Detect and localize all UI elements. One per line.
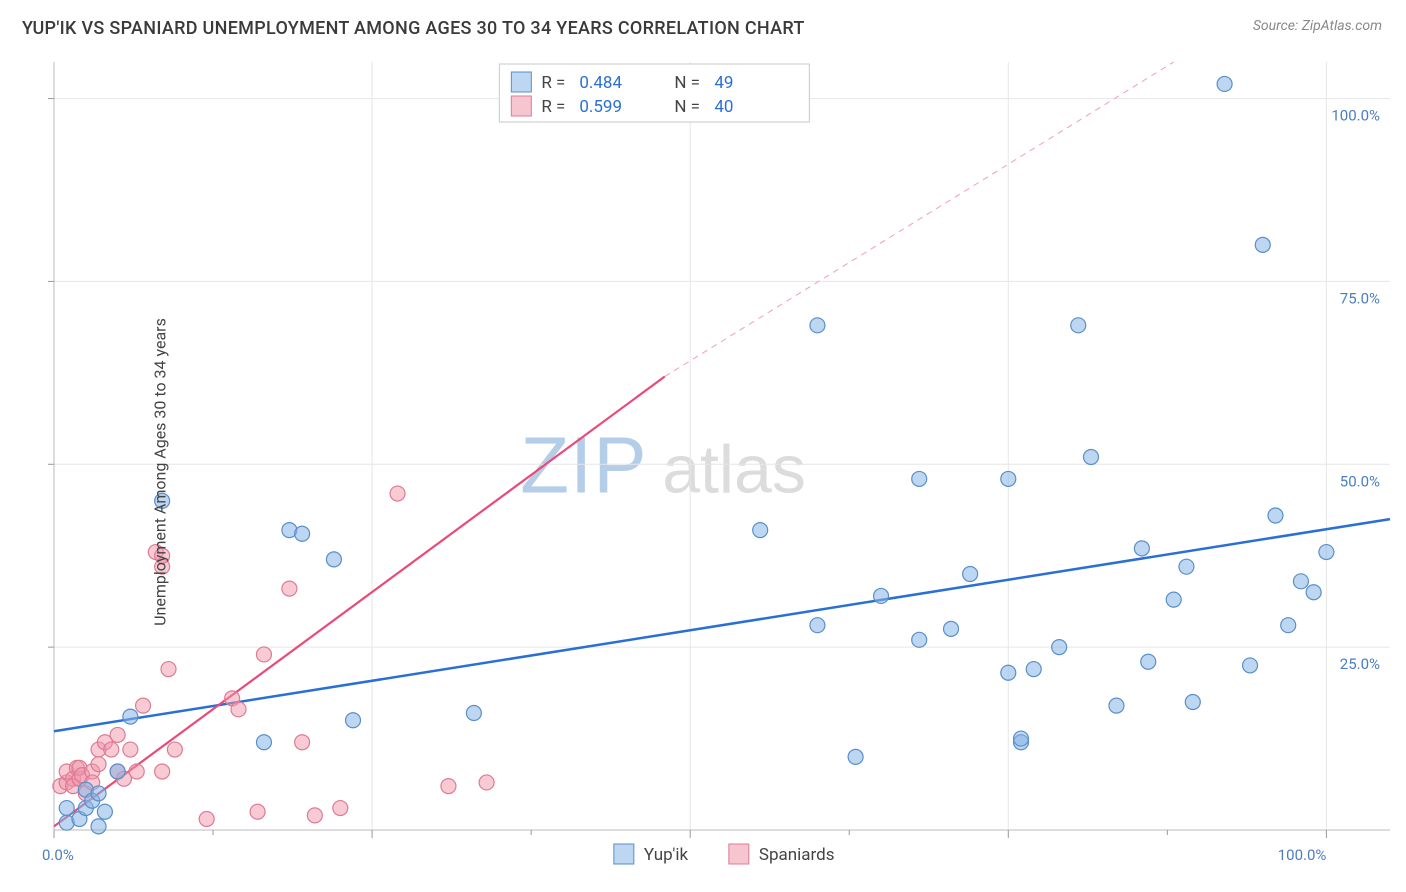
data-point-yupik bbox=[256, 735, 271, 750]
data-point-yupik bbox=[1014, 731, 1029, 746]
data-point-yupik bbox=[110, 764, 125, 779]
x-tick-label: 0.0% bbox=[42, 846, 74, 864]
data-point-spaniards bbox=[441, 779, 456, 794]
data-point-yupik bbox=[1268, 508, 1283, 523]
y-tick-label: 25.0% bbox=[1340, 655, 1380, 673]
data-point-yupik bbox=[1185, 695, 1200, 710]
data-point-spaniards bbox=[390, 486, 405, 501]
bottom-swatch-yupik bbox=[614, 844, 634, 864]
data-point-yupik bbox=[1109, 698, 1124, 713]
legend-n-label-yupik: N = bbox=[674, 73, 700, 93]
y-tick-label: 50.0% bbox=[1340, 472, 1380, 490]
data-point-spaniards bbox=[123, 742, 138, 757]
data-point-yupik bbox=[346, 713, 361, 728]
data-point-yupik bbox=[810, 318, 825, 333]
data-point-yupik bbox=[59, 801, 74, 816]
legend-r-value-spaniards: 0.599 bbox=[579, 97, 622, 117]
bottom-label-yupik: Yup'ik bbox=[644, 845, 689, 865]
data-point-yupik bbox=[1083, 449, 1098, 464]
data-point-spaniards bbox=[282, 581, 297, 596]
data-point-yupik bbox=[1306, 585, 1321, 600]
data-point-spaniards bbox=[167, 742, 182, 757]
data-point-spaniards bbox=[479, 775, 494, 790]
data-point-yupik bbox=[1281, 618, 1296, 633]
data-point-yupik bbox=[97, 804, 112, 819]
trend-line-spaniards bbox=[54, 377, 665, 827]
data-point-yupik bbox=[1052, 640, 1067, 655]
data-point-yupik bbox=[874, 588, 889, 603]
data-point-yupik bbox=[1001, 665, 1016, 680]
data-point-spaniards bbox=[307, 808, 322, 823]
data-point-yupik bbox=[848, 749, 863, 764]
legend-r-label-yupik: R = bbox=[541, 73, 565, 93]
data-point-yupik bbox=[1293, 574, 1308, 589]
data-point-yupik bbox=[1134, 541, 1149, 556]
chart-source: Source: ZipAtlas.com bbox=[1253, 18, 1382, 34]
data-point-yupik bbox=[912, 471, 927, 486]
data-point-yupik bbox=[1166, 592, 1181, 607]
data-point-yupik bbox=[810, 618, 825, 633]
data-point-yupik bbox=[963, 567, 978, 582]
data-point-yupik bbox=[91, 786, 106, 801]
legend-n-value-yupik: 49 bbox=[714, 73, 733, 93]
data-point-yupik bbox=[1217, 76, 1232, 91]
data-point-yupik bbox=[1026, 662, 1041, 677]
legend-swatch-spaniards bbox=[511, 96, 531, 116]
data-point-yupik bbox=[1141, 654, 1156, 669]
legend-swatch-yupik bbox=[511, 72, 531, 92]
y-axis-label: Unemployment Among Ages 30 to 34 years bbox=[150, 318, 169, 626]
data-point-yupik bbox=[1243, 658, 1258, 673]
chart-title: YUP'IK VS SPANIARD UNEMPLOYMENT AMONG AG… bbox=[22, 18, 805, 39]
chart-header: YUP'IK VS SPANIARD UNEMPLOYMENT AMONG AG… bbox=[0, 0, 1406, 43]
x-tick-label: 100.0% bbox=[1278, 846, 1327, 864]
legend-r-label-spaniards: R = bbox=[541, 97, 565, 117]
legend-n-label-spaniards: N = bbox=[674, 97, 700, 117]
watermark-atlas: atlas bbox=[662, 431, 806, 507]
chart-area: Unemployment Among Ages 30 to 34 years Z… bbox=[0, 52, 1406, 892]
data-point-yupik bbox=[1001, 471, 1016, 486]
data-point-spaniards bbox=[161, 662, 176, 677]
data-point-yupik bbox=[1255, 237, 1270, 252]
data-point-yupik bbox=[753, 523, 768, 538]
y-tick-label: 75.0% bbox=[1340, 289, 1380, 307]
bottom-label-spaniards: Spaniards bbox=[759, 845, 835, 865]
scatter-chart: ZIPatlas0.0%100.0%25.0%50.0%75.0%100.0%R… bbox=[0, 52, 1406, 892]
data-point-spaniards bbox=[155, 764, 170, 779]
data-point-yupik bbox=[1319, 545, 1334, 560]
data-point-yupik bbox=[123, 709, 138, 724]
data-point-spaniards bbox=[295, 735, 310, 750]
data-point-spaniards bbox=[199, 812, 214, 827]
legend-r-value-yupik: 0.484 bbox=[579, 73, 622, 93]
data-point-spaniards bbox=[231, 702, 246, 717]
data-point-yupik bbox=[91, 819, 106, 834]
data-point-spaniards bbox=[110, 727, 125, 742]
y-tick-label: 100.0% bbox=[1331, 107, 1380, 125]
data-point-spaniards bbox=[91, 757, 106, 772]
data-point-yupik bbox=[912, 632, 927, 647]
data-point-yupik bbox=[944, 621, 959, 636]
data-point-yupik bbox=[295, 526, 310, 541]
data-point-spaniards bbox=[136, 698, 151, 713]
data-point-spaniards bbox=[250, 804, 265, 819]
data-point-spaniards bbox=[256, 647, 271, 662]
legend-n-value-spaniards: 40 bbox=[714, 97, 733, 117]
data-point-yupik bbox=[326, 552, 341, 567]
data-point-spaniards bbox=[333, 801, 348, 816]
data-point-spaniards bbox=[129, 764, 144, 779]
data-point-yupik bbox=[1179, 559, 1194, 574]
data-point-yupik bbox=[466, 705, 481, 720]
data-point-yupik bbox=[1071, 318, 1086, 333]
data-point-spaniards bbox=[104, 742, 119, 757]
bottom-swatch-spaniards bbox=[729, 844, 749, 864]
